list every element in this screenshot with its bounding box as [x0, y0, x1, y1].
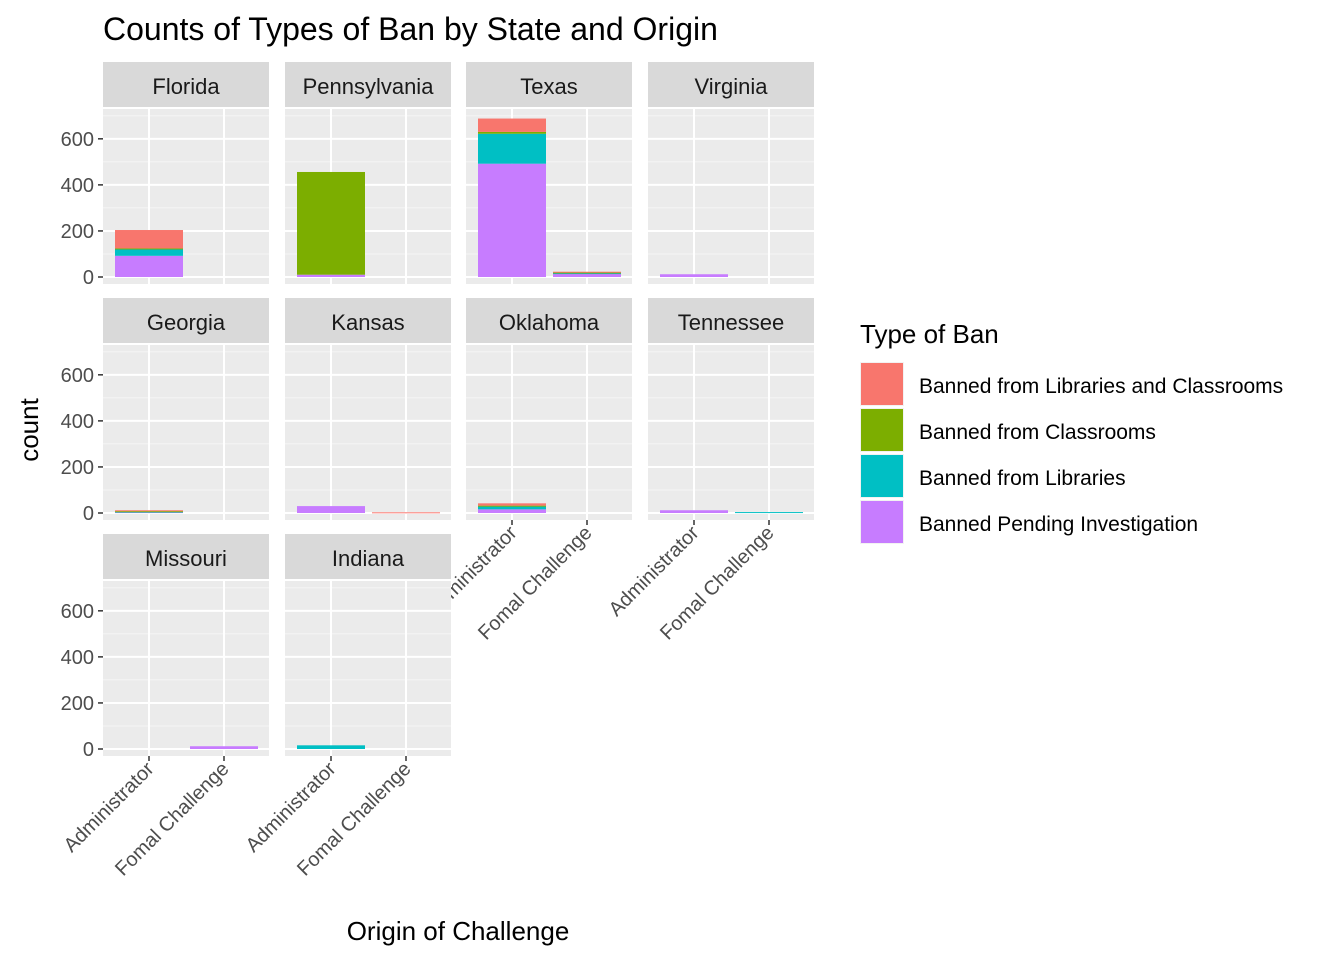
legend-swatch: [861, 501, 903, 543]
facet-strip: [103, 534, 269, 579]
y-tick-label: 200: [61, 457, 94, 479]
bar-pennsylvania-administrator-pending: [297, 274, 365, 277]
chart-title: Counts of Types of Ban by State and Orig…: [103, 11, 718, 47]
panel-background: [285, 345, 451, 520]
facet-strip-label: Indiana: [332, 546, 405, 571]
bar-texas-administrator-libraries_classrooms: [478, 118, 546, 132]
facet-texas: Texas: [466, 62, 632, 284]
bar-oklahoma-administrator-pending: [478, 509, 546, 513]
facet-strip: [285, 62, 451, 107]
facet-strip-label: Missouri: [145, 546, 227, 571]
bar-texas-formal-challenge-libraries: [553, 273, 621, 275]
y-tick-label: 200: [61, 693, 94, 715]
y-tick-label: 600: [61, 129, 94, 151]
y-tick-label: 0: [83, 503, 94, 525]
facet-panels: Florida 0 200 400 600 Pennsylvania Texas Virgin…: [60, 62, 814, 880]
bar-oklahoma-administrator-libraries_classrooms: [478, 503, 546, 506]
panel-background: [285, 581, 451, 756]
bar-georgia-administrator-classrooms: [115, 511, 183, 513]
facet-strip-label: Virginia: [695, 74, 769, 99]
y-tick-label: 400: [61, 411, 94, 433]
facet-strip-label: Florida: [152, 74, 220, 99]
bar-tennessee-administrator-pending: [660, 510, 728, 513]
facet-pennsylvania: Pennsylvania: [285, 62, 451, 284]
facet-strip: [466, 298, 632, 343]
bar-tennessee-formal-challenge-libraries: [735, 512, 803, 514]
facet-georgia: Georgia 0 200 400 600: [61, 298, 269, 525]
bar-kansas-formal-challenge-libraries_classrooms: [372, 512, 440, 514]
legend-label: Banned from Classrooms: [919, 421, 1156, 444]
bar-florida-administrator-classrooms: [115, 248, 183, 250]
panel-background: [466, 345, 632, 520]
bar-oklahoma-administrator-libraries: [478, 506, 546, 510]
facet-strip-label: Oklahoma: [499, 310, 600, 335]
facet-florida: Florida 0 200 400 600: [61, 62, 269, 289]
legend-label: Banned from Libraries and Classrooms: [919, 375, 1283, 398]
bar-georgia-administrator-libraries_classrooms: [115, 510, 183, 512]
bar-texas-formal-challenge-libraries_classrooms: [553, 271, 621, 273]
facet-strip: [103, 298, 269, 343]
y-tick-label: 400: [61, 175, 94, 197]
panel-background: [648, 109, 814, 284]
legend-swatch: [861, 363, 903, 405]
bar-florida-administrator-libraries: [115, 248, 183, 256]
facet-strip: [103, 62, 269, 107]
bar-texas-administrator-libraries: [478, 133, 546, 164]
facet-strip-label: Texas: [520, 74, 577, 99]
bar-pennsylvania-administrator-classrooms: [297, 171, 365, 275]
y-tick-label: 200: [61, 221, 94, 243]
facet-strip-label: Georgia: [147, 310, 226, 335]
bar-texas-administrator-classrooms: [478, 131, 546, 134]
bar-texas-administrator-pending: [478, 163, 546, 277]
facet-strip: [285, 534, 451, 579]
bar-florida-administrator-pending: [115, 255, 183, 277]
facet-virginia: Virginia: [648, 62, 814, 284]
y-tick-label: 400: [61, 647, 94, 669]
legend-swatch: [861, 455, 903, 497]
bar-florida-administrator-libraries_classrooms: [115, 230, 183, 249]
y-tick-label: 0: [83, 739, 94, 761]
facet-strip: [285, 298, 451, 343]
legend-title: Type of Ban: [860, 319, 999, 349]
bar-missouri-formal-challenge-pending: [190, 746, 258, 749]
legend-swatch: [861, 409, 903, 451]
facet-strip: [466, 62, 632, 107]
facet-strip: [648, 298, 814, 343]
facet-kansas: Kansas: [285, 298, 451, 520]
y-tick-label: 0: [83, 267, 94, 289]
bar-indiana-administrator-libraries: [297, 745, 365, 749]
legend-label: Banned Pending Investigation: [919, 513, 1198, 536]
facet-strip: [648, 62, 814, 107]
bar-kansas-administrator-pending: [297, 506, 365, 513]
y-tick-label: 600: [61, 365, 94, 387]
facet-strip-label: Kansas: [331, 310, 404, 335]
panel-background: [103, 345, 269, 520]
x-axis-title: Origin of Challenge: [347, 916, 570, 946]
legend-label: Banned from Libraries: [919, 467, 1126, 490]
facet-strip-label: Pennsylvania: [303, 74, 435, 99]
facet-strip-label: Tennessee: [678, 310, 784, 335]
bar-oklahoma-administrator-classrooms: [478, 505, 546, 507]
y-tick-label: 600: [61, 601, 94, 623]
legend: Type of Ban Banned from Libraries and Cl…: [860, 319, 1283, 544]
y-axis-title: count: [14, 397, 44, 461]
bar-virginia-administrator-pending: [660, 274, 728, 277]
panel-background: [103, 581, 269, 756]
panel-background: [648, 345, 814, 520]
bar-texas-formal-challenge-pending: [553, 273, 621, 277]
bar-texas-formal-challenge-classrooms: [553, 272, 621, 274]
